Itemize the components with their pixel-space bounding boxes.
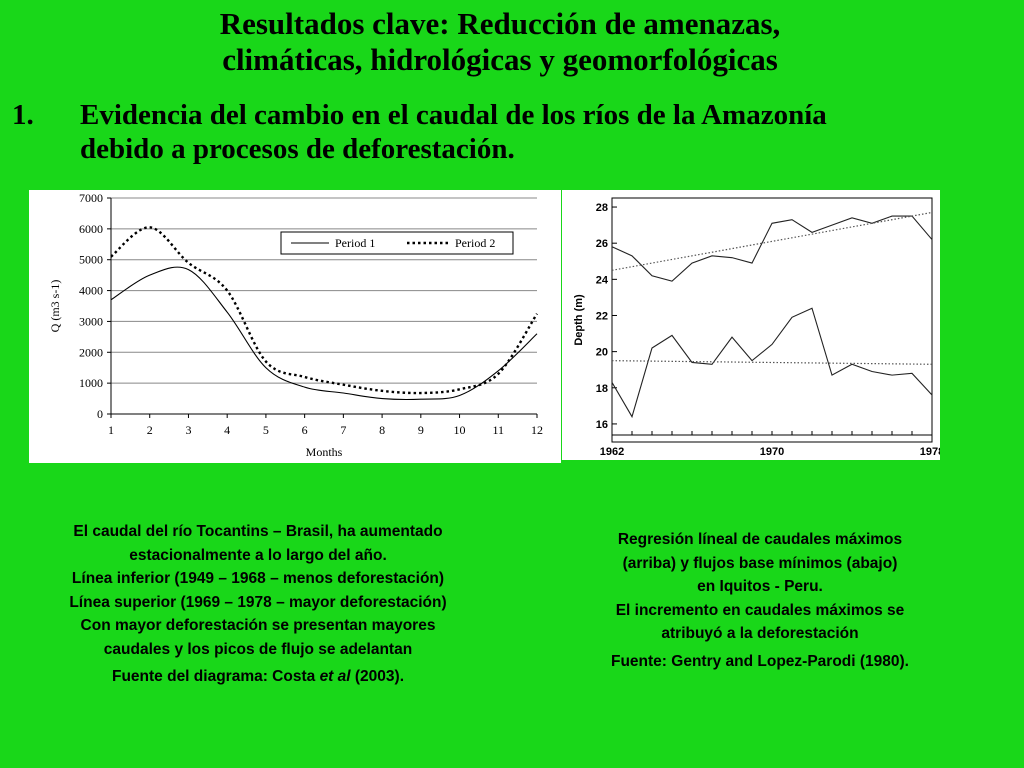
y-tick-label: 5000 xyxy=(79,253,103,267)
caption-left-source-suffix: (2003). xyxy=(350,668,404,685)
x-tick-label: 1978 xyxy=(920,446,940,458)
legend-label-2: Period 2 xyxy=(455,236,495,250)
series-line-4 xyxy=(611,360,933,365)
y-tick-label: 0 xyxy=(97,407,103,421)
title-line-2: climáticas, hidrológicas y geomorfológic… xyxy=(222,42,778,77)
x-tick-label: 1970 xyxy=(760,446,784,458)
y-tick-label: 26 xyxy=(596,238,608,250)
x-tick-label: 6 xyxy=(302,423,308,437)
y-tick-label: 24 xyxy=(596,274,609,286)
x-tick-label: 9 xyxy=(418,423,424,437)
y-tick-label: 20 xyxy=(596,347,608,359)
y-tick-label: 2000 xyxy=(79,345,103,359)
x-tick-label: 1962 xyxy=(600,446,624,458)
legend-label-1: Period 1 xyxy=(335,236,375,250)
title-line-1: Resultados clave: Reducción de amenazas, xyxy=(219,6,781,41)
y-axis-label: Depth (m) xyxy=(573,294,585,346)
x-tick-label: 7 xyxy=(340,423,346,437)
x-tick-label: 2 xyxy=(147,423,153,437)
caption-right-line-3: en Iquitos - Peru. xyxy=(697,578,823,595)
slide-title: Resultados clave: Reducción de amenazas,… xyxy=(0,6,1000,78)
caption-left-line-1: El caudal del río Tocantins – Brasil, ha… xyxy=(73,523,443,540)
y-tick-label: 18 xyxy=(596,383,608,395)
plot-frame xyxy=(611,197,933,443)
iquitos-depth-chart-svg: 16 18 20 22 24 26 28 1962 1970 1978 Depth (m) xyxy=(573,197,940,458)
series-line-1 xyxy=(611,215,933,282)
caption-right-line-2: (arriba) y flujos base mínimos (abajo) xyxy=(622,554,898,572)
caption-left: El caudal del río Tocantins – Brasil, ha… xyxy=(0,520,516,689)
x-tick-label: 11 xyxy=(492,423,504,437)
series-line-3 xyxy=(611,307,933,419)
caption-right-source: Fuente: Gentry and Lopez-Parodi (1980). xyxy=(611,652,909,670)
series-line-2 xyxy=(611,211,933,271)
y-tick-label: 4000 xyxy=(79,284,103,298)
x-tick-label: 10 xyxy=(454,423,466,437)
tocantins-flow-chart: 0 1000 2000 3000 4000 5000 6000 7000 1 2 3 4 5 6 7 8 9 10… xyxy=(29,190,561,463)
x-tick-label: 1 xyxy=(108,423,114,437)
y-tick-label: 7000 xyxy=(79,191,103,205)
y-tick-label: 1000 xyxy=(79,376,103,390)
caption-left-source-prefix: Fuente del diagrama: Costa xyxy=(111,668,320,685)
bullet-line-1: Evidencia del cambio en el caudal de los… xyxy=(80,99,827,131)
x-tick-label: 3 xyxy=(185,423,191,437)
bullet-text: Evidencia del cambio en el caudal de los… xyxy=(80,98,1010,166)
y-tick-label: 6000 xyxy=(79,222,103,236)
x-axis-label: Months xyxy=(306,445,343,459)
x-tick-label: 4 xyxy=(224,423,230,437)
caption-right-line-1: Regresión líneal de caudales máximos xyxy=(617,531,903,548)
caption-left-line-5: Con mayor deforestación se presentan may… xyxy=(80,617,436,634)
y-tick-label: 3000 xyxy=(79,314,103,328)
series-line-2 xyxy=(110,226,539,395)
caption-left-source: Fuente del diagrama: Costa et al (2003). xyxy=(0,665,516,689)
caption-left-line-6: caudales y los picos de flujo se adelant… xyxy=(103,640,413,658)
y-axis-label: Q (m3 s-1) xyxy=(48,280,62,333)
iquitos-depth-chart: 16 18 20 22 24 26 28 1962 1970 1978 Depth (m) xyxy=(562,190,940,460)
bullet-number: 1. xyxy=(12,99,34,131)
x-tick-label: 5 xyxy=(263,423,269,437)
bullet-line-2: debido a procesos de deforestación. xyxy=(80,133,515,165)
x-tick-label: 8 xyxy=(379,423,385,437)
caption-left-line-3: Línea inferior (1949 – 1968 – menos defo… xyxy=(71,570,445,587)
caption-right-line-4: El incremento en caudales máximos se xyxy=(615,601,905,619)
caption-left-line-4: Línea superior (1969 – 1978 – mayor defo… xyxy=(69,593,447,611)
y-tick-label: 16 xyxy=(596,419,608,431)
caption-right: Regresión líneal de caudales máximos (ar… xyxy=(560,528,960,673)
legend-box xyxy=(280,231,514,255)
y-tick-label: 28 xyxy=(596,202,608,214)
x-tick-label: 12 xyxy=(531,423,543,437)
y-tick-label: 22 xyxy=(596,310,608,322)
caption-left-source-italic: et al xyxy=(319,668,351,685)
caption-right-line-5: atribuyó a la deforestación xyxy=(661,625,859,642)
caption-left-line-2: estacionalmente a lo largo del año. xyxy=(129,546,387,564)
series-line-1 xyxy=(110,266,538,401)
